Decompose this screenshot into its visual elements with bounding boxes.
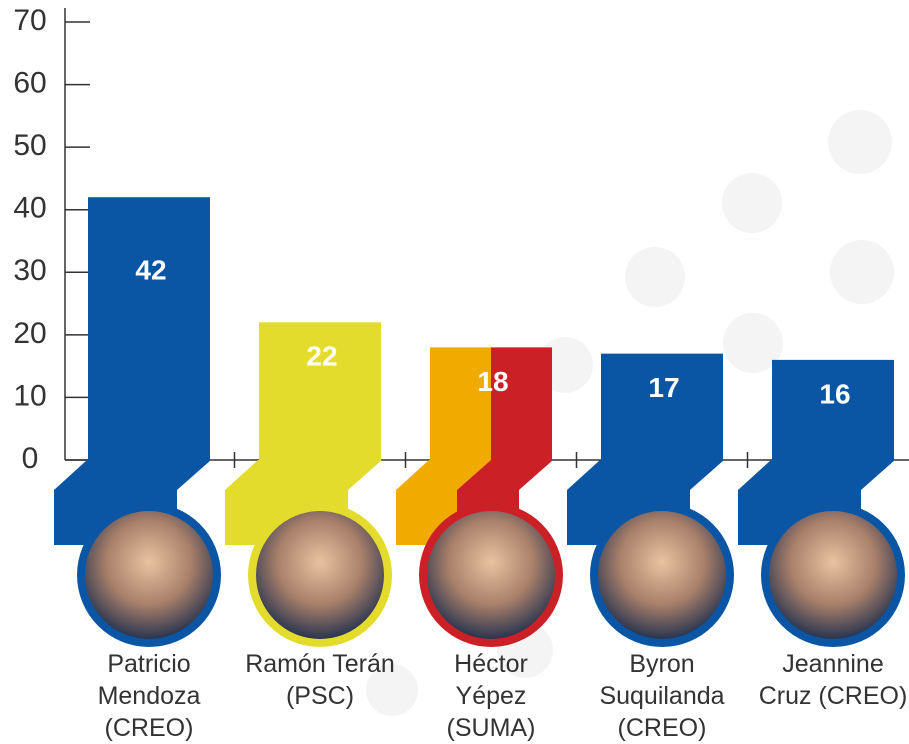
bar-segment-left (430, 347, 491, 460)
bar (772, 360, 894, 460)
value-label: 18 (477, 366, 508, 397)
x-tick-label: Byron Suquilanda (CREO) (587, 648, 737, 744)
bar-segment-right (491, 347, 552, 460)
y-tick-label: 10 (13, 379, 46, 412)
photo (598, 511, 726, 639)
y-tick-label: 60 (13, 66, 46, 99)
x-tick-label: Jeannine Cruz (CREO) (758, 648, 908, 712)
x-tick-label: Patricio Mendoza (CREO) (74, 648, 224, 744)
value-label: 16 (819, 378, 850, 409)
bar (88, 197, 210, 460)
y-tick-label: 30 (13, 254, 46, 287)
value-label: 42 (135, 255, 166, 286)
photo (256, 511, 384, 639)
photo (769, 511, 897, 639)
y-tick-label: 20 (13, 317, 46, 350)
photo (427, 511, 555, 639)
chart: 0 10 20 30 40 50 60 70 42 22 18 17 16 Patricio Mendo… (0, 0, 909, 744)
y-tick-label: 40 (13, 192, 46, 225)
chart-canvas: 0 10 20 30 40 50 60 70 42 22 18 17 16 (0, 0, 909, 744)
value-label: 17 (648, 372, 679, 403)
x-tick-label: Ramón Terán (PSC) (245, 648, 395, 712)
bar (601, 354, 723, 460)
value-label: 22 (306, 341, 337, 372)
photo (85, 511, 213, 639)
x-tick-label: Héctor Yépez (SUMA) (416, 648, 566, 744)
y-tick-label: 70 (13, 4, 46, 37)
y-tick-label: 50 (13, 129, 46, 162)
y-tick-label: 0 (22, 442, 39, 475)
